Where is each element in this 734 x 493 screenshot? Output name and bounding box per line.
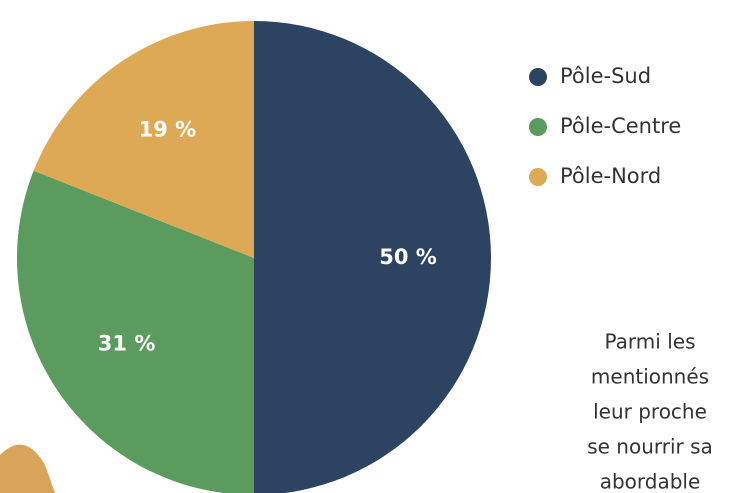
annotation-line: se nourrir sa xyxy=(587,435,713,459)
pie-slice xyxy=(17,170,254,493)
pie-slice xyxy=(254,21,491,493)
legend-marker xyxy=(529,68,547,86)
slice-label: 31 % xyxy=(98,332,156,356)
legend-label: Pôle-Sud xyxy=(560,64,651,88)
annotation-line: Parmi les xyxy=(605,330,696,354)
legend-marker xyxy=(529,168,547,186)
decor-shape xyxy=(0,444,55,493)
legend-label: Pôle-Centre xyxy=(560,114,681,138)
annotation-line: leur proche xyxy=(593,400,707,424)
legend-label: Pôle-Nord xyxy=(560,164,661,188)
slice-label: 19 % xyxy=(139,118,197,142)
legend-marker xyxy=(529,118,547,136)
annotation-line: abordable xyxy=(600,470,701,493)
annotation-line: mentionnés xyxy=(591,365,709,389)
slice-label: 50 % xyxy=(379,245,437,269)
pie-slice xyxy=(33,21,254,258)
